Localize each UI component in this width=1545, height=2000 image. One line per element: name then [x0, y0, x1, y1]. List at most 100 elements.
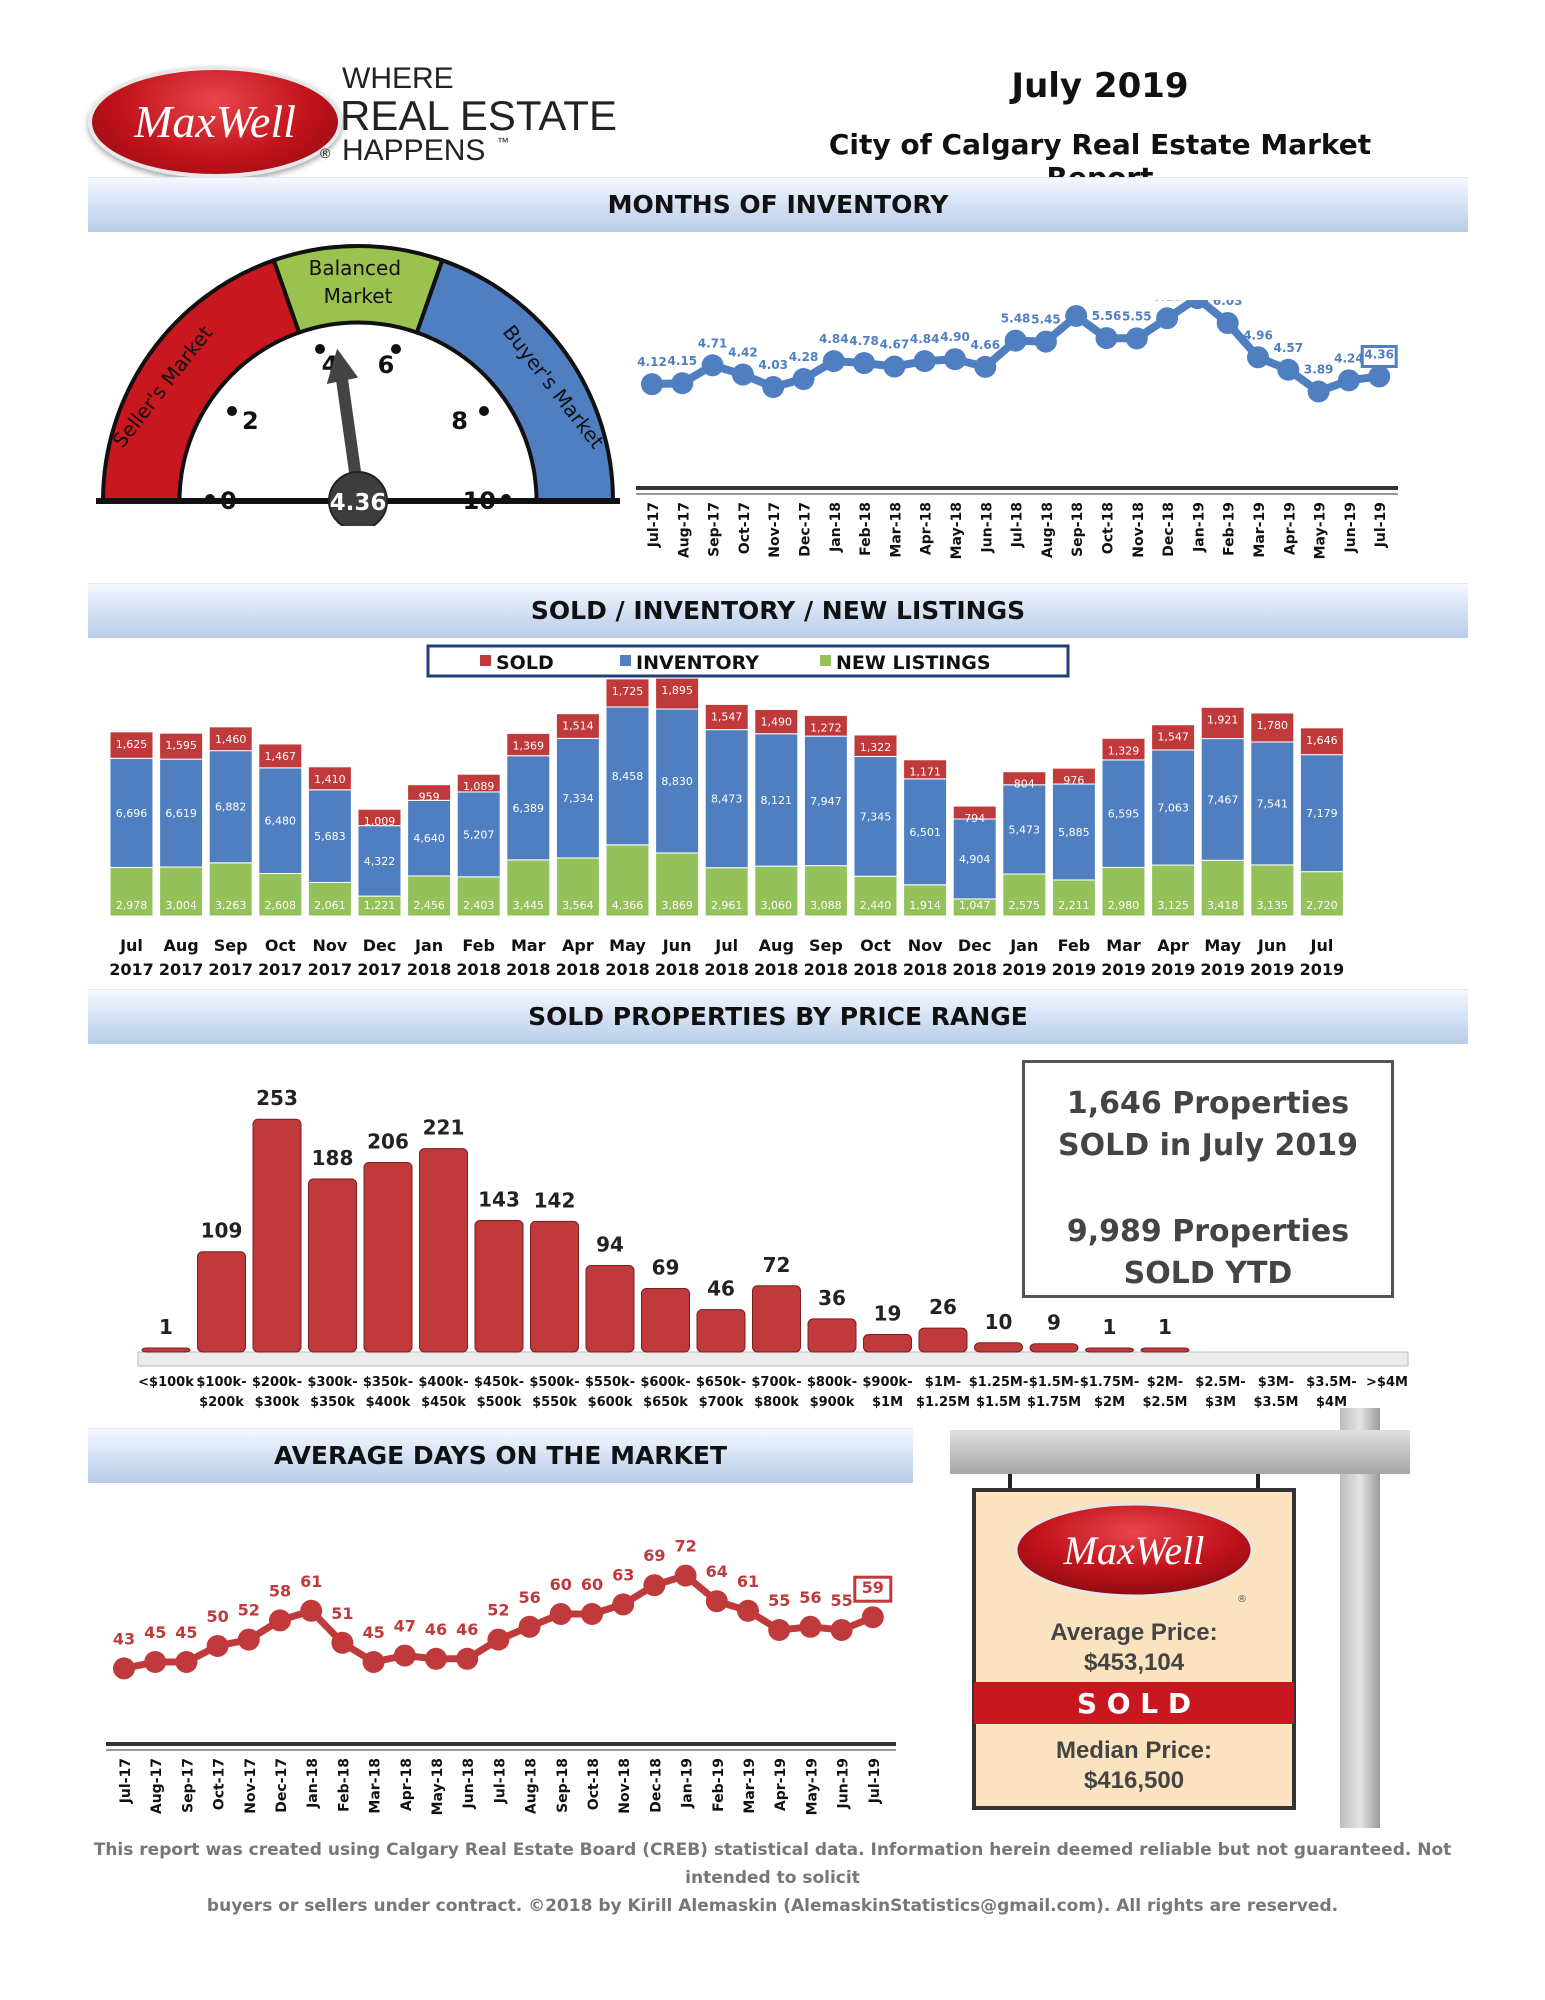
data-label: 4.42 [728, 346, 758, 360]
bar-segment-new-listings [1151, 864, 1196, 917]
data-point [1186, 300, 1209, 310]
bar-value-label: 1,369 [513, 739, 545, 752]
price-bar-value: 143 [478, 1187, 520, 1211]
gauge-needle-head [326, 348, 359, 384]
price-range-label: $300k- [307, 1375, 357, 1390]
bar-value-label: 7,334 [562, 792, 594, 805]
price-range-label: $3M [1205, 1395, 1236, 1410]
sold-inventory-listings-chart: SOLD INVENTORY NEW LISTINGS 2,978 6,696 1,625… [109, 644, 1345, 979]
x-tick-month: Aug [759, 936, 794, 955]
data-point [300, 1599, 323, 1622]
price-range-label: >$4M [1366, 1375, 1408, 1390]
section-sold-inventory-listings: SOLD / INVENTORY / NEW LISTINGS [88, 583, 1468, 638]
trademark-mark: ™ [497, 135, 509, 149]
bar-value-label: 7,063 [1157, 801, 1189, 814]
price-bar [419, 1148, 468, 1353]
data-label: 4.67 [880, 338, 910, 352]
bar-value-label: 1,410 [314, 773, 346, 786]
price-range-label: $700k- [751, 1375, 801, 1390]
data-label: 4.71 [698, 336, 728, 350]
gauge-tick-dot [391, 344, 401, 354]
x-tick-label: Dec-17 [798, 502, 814, 557]
bar-value-label: 4,640 [413, 832, 445, 845]
bar-value-label: 1,625 [116, 738, 148, 751]
x-tick-year: 2018 [655, 960, 700, 979]
bar-segment-sold [1299, 727, 1344, 756]
bar-value-label: 8,473 [711, 793, 743, 806]
price-range-label: $1.25M- [969, 1375, 1028, 1390]
data-label: 4.66 [970, 338, 1000, 352]
price-range-label: $550k [532, 1395, 577, 1410]
data-label: 45 [144, 1623, 166, 1642]
x-tick-label: Feb-18 [336, 1758, 352, 1812]
x-tick-label: May-18 [949, 502, 965, 559]
data-label: 5.56 [1092, 309, 1122, 323]
bar-segment-inventory [456, 791, 501, 878]
data-point [144, 1651, 167, 1673]
sold-sign-graphic: MaxWell ® Average Price: $453,104 S O L … [950, 1408, 1410, 1828]
bar-value-label: 1,514 [562, 720, 594, 733]
bar-value-label: 1,895 [661, 684, 693, 697]
x-tick-month: Jun [1257, 936, 1287, 955]
x-tick-label: Jun-18 [461, 1758, 477, 1809]
section-price-range: SOLD PROPERTIES BY PRICE RANGE [88, 989, 1468, 1044]
bar-segment-new-listings [159, 866, 204, 917]
data-point [913, 350, 936, 373]
bar-value-label: 3,004 [165, 899, 197, 912]
data-point [853, 352, 876, 375]
bar-value-label: 8,121 [761, 794, 793, 807]
data-point [944, 348, 966, 371]
bar-value-label: 1,780 [1257, 719, 1289, 732]
bar-value-label: 1,547 [711, 710, 743, 723]
bar-value-label: 1,047 [959, 899, 991, 912]
sign-sold-banner [974, 1682, 1294, 1724]
bar-value-label: 2,608 [265, 899, 297, 912]
data-label: 6.25 [1061, 300, 1091, 301]
x-tick-month: Nov [908, 936, 943, 955]
data-point [1034, 330, 1057, 353]
bar-value-label: 1,329 [1108, 744, 1140, 757]
x-tick-label: Oct-18 [586, 1758, 602, 1810]
price-bar [974, 1342, 1023, 1353]
data-label: 6.03 [1213, 300, 1243, 308]
price-range-label: $300k [255, 1395, 300, 1410]
data-point [1307, 380, 1330, 403]
data-point [974, 355, 997, 378]
data-point [425, 1647, 447, 1670]
gauge-tick-dot [227, 406, 237, 416]
data-label: 5.48 [1001, 312, 1031, 326]
price-bar [363, 1161, 413, 1353]
data-point [792, 368, 815, 391]
legend-frame [426, 644, 1070, 678]
data-label: 3.89 [1304, 363, 1334, 377]
x-tick-year: 2018 [456, 960, 501, 979]
x-tick-label: May-18 [430, 1758, 446, 1815]
price-range-label: $1.5M [976, 1395, 1021, 1410]
x-tick-label: Sep-18 [555, 1758, 571, 1813]
bar-value-label: 6,696 [116, 807, 148, 820]
x-tick-label: Feb-19 [711, 1758, 727, 1812]
legend-label: SOLD [496, 652, 554, 674]
data-label: 69 [643, 1546, 665, 1565]
data-point [861, 1606, 884, 1629]
price-range-label: $400k- [418, 1375, 468, 1390]
data-label: 4.84 [819, 332, 849, 346]
x-tick-year: 2019 [1151, 960, 1196, 979]
price-bar [918, 1327, 968, 1353]
x-tick-label: Dec-18 [1161, 502, 1177, 557]
data-label: 46 [456, 1620, 478, 1639]
bar-value-label: 8,458 [612, 770, 644, 783]
data-point [822, 350, 845, 373]
bar-value-label: 4,366 [612, 899, 644, 912]
x-tick-year: 2019 [1300, 960, 1345, 979]
x-tick-label: Apr-18 [399, 1758, 415, 1811]
x-tick-label: May-19 [804, 1758, 820, 1815]
bar-value-label: 7,947 [810, 795, 842, 808]
bar-value-label: 1,171 [909, 766, 941, 779]
series-line [123, 1572, 875, 1672]
x-tick-label: Apr-18 [919, 502, 935, 555]
bar-value-label: 3,135 [1257, 899, 1289, 912]
bar-value-label: 6,501 [909, 826, 941, 839]
bar-segment-new-listings [1002, 873, 1047, 917]
price-range-label: $800k [754, 1395, 799, 1410]
